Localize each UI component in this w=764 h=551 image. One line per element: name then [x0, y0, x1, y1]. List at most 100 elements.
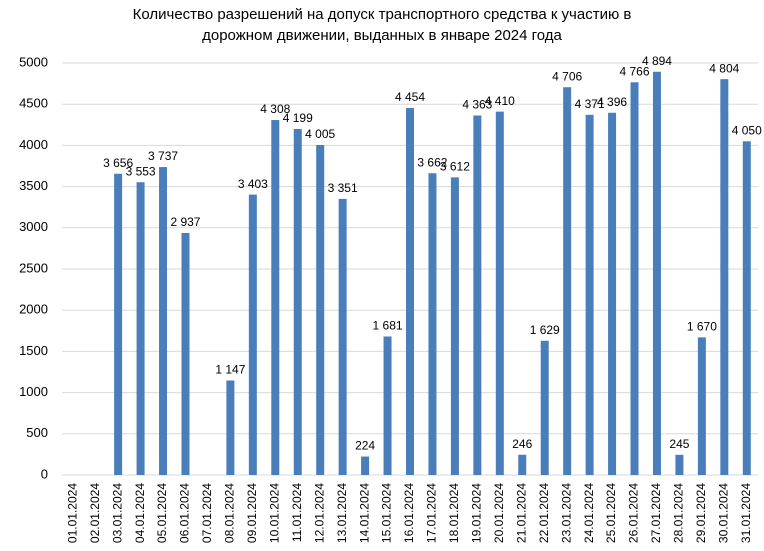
value-label: 4 396 [597, 95, 627, 109]
bar [383, 336, 392, 475]
bar [495, 111, 504, 475]
value-label: 3 612 [440, 160, 470, 174]
bar [361, 456, 370, 475]
x-tick-label: 02.01.2024 [88, 483, 102, 543]
bar [338, 198, 347, 475]
x-tick-label: 22.01.2024 [537, 483, 551, 543]
y-tick-label: 0 [41, 466, 48, 481]
bar [608, 112, 617, 476]
x-tick-label: 23.01.2024 [559, 483, 573, 543]
value-label: 3 351 [328, 181, 358, 195]
value-label: 4 371 [575, 97, 605, 111]
y-tick-label: 2000 [19, 302, 48, 317]
x-tick-label: 30.01.2024 [716, 483, 730, 543]
bar [226, 380, 235, 475]
bar [473, 115, 482, 475]
x-tick-label: 29.01.2024 [694, 483, 708, 543]
value-label: 4 308 [260, 102, 290, 116]
x-tick-label: 12.01.2024 [312, 483, 326, 543]
chart-title: Количество разрешений на допуск транспор… [132, 6, 632, 44]
x-tick-label: 31.01.2024 [739, 483, 753, 543]
value-label: 3 403 [238, 177, 268, 191]
x-tick-label: 19.01.2024 [470, 483, 484, 543]
bar [540, 340, 549, 475]
bar [159, 167, 168, 475]
x-tick-label: 24.01.2024 [582, 483, 596, 543]
value-label: 3 662 [417, 155, 447, 169]
y-tick-label: 1000 [19, 384, 48, 399]
x-tick-label: 08.01.2024 [223, 483, 237, 543]
x-tick-label: 03.01.2024 [110, 483, 124, 543]
value-label: 4 454 [395, 90, 425, 104]
bar [181, 232, 190, 475]
x-tick-label: 07.01.2024 [200, 483, 214, 543]
bar [316, 144, 325, 475]
bar [518, 454, 527, 475]
value-label: 3 553 [126, 164, 156, 178]
y-tick-label: 4500 [19, 96, 48, 111]
value-label: 4 410 [485, 94, 515, 108]
x-tick-label: 10.01.2024 [267, 483, 281, 543]
x-tick-label: 27.01.2024 [649, 483, 663, 543]
y-tick-label: 4000 [19, 137, 48, 152]
x-tick-label: 11.01.2024 [290, 483, 304, 542]
bar [248, 194, 257, 475]
value-label: 4 804 [709, 61, 739, 75]
x-tick-label: 09.01.2024 [245, 483, 259, 543]
bar [293, 129, 302, 476]
y-tick-label: 5000 [19, 54, 48, 69]
bar [742, 141, 751, 475]
x-tick-label: 28.01.2024 [672, 483, 686, 543]
bar [630, 82, 639, 475]
x-tick-label: 01.01.2024 [65, 483, 79, 543]
value-label: 2 937 [170, 215, 200, 229]
x-tick-label: 16.01.2024 [402, 483, 416, 543]
y-tick-label: 1500 [19, 343, 48, 358]
x-tick-label: 06.01.2024 [178, 483, 192, 543]
bar [697, 337, 706, 475]
bar [675, 454, 684, 475]
bar [114, 173, 123, 475]
value-label: 246 [512, 437, 532, 451]
x-tick-label: 05.01.2024 [155, 483, 169, 543]
value-label: 4 706 [552, 69, 582, 83]
value-label: 1 681 [373, 319, 403, 333]
x-tick-label: 25.01.2024 [604, 483, 618, 543]
value-label: 3 656 [103, 156, 133, 170]
bar [585, 114, 594, 476]
value-label: 4 766 [620, 64, 650, 78]
bar [720, 79, 729, 476]
x-tick-label: 04.01.2024 [133, 483, 147, 543]
bar [136, 182, 145, 476]
bar [428, 173, 437, 475]
value-label: 4 894 [642, 54, 672, 68]
value-label: 3 737 [148, 149, 178, 163]
x-tick-label: 18.01.2024 [447, 483, 461, 543]
value-label: 245 [669, 437, 689, 451]
bar [652, 71, 661, 475]
y-tick-label: 3000 [19, 219, 48, 234]
bar [271, 120, 280, 475]
x-tick-label: 21.01.2024 [514, 483, 528, 543]
value-label: 1 629 [530, 323, 560, 337]
x-tick-label: 13.01.2024 [335, 483, 349, 543]
y-tick-label: 3500 [19, 178, 48, 193]
value-label: 4 199 [283, 111, 313, 125]
x-tick-label: 20.01.2024 [492, 483, 506, 543]
x-tick-label: 26.01.2024 [627, 483, 641, 543]
x-tick-label: 15.01.2024 [380, 483, 394, 543]
y-tick-label: 2500 [19, 260, 48, 275]
value-label: 4 050 [732, 123, 762, 137]
bar [450, 177, 459, 475]
value-label: 224 [355, 439, 375, 453]
value-label: 1 670 [687, 320, 717, 334]
x-tick-label: 17.01.2024 [425, 483, 439, 543]
x-tick-label: 14.01.2024 [357, 483, 371, 543]
y-tick-label: 500 [26, 425, 48, 440]
value-label: 1 147 [215, 363, 245, 377]
value-label: 4 005 [305, 127, 335, 141]
bar [563, 87, 572, 476]
bar [406, 107, 414, 475]
